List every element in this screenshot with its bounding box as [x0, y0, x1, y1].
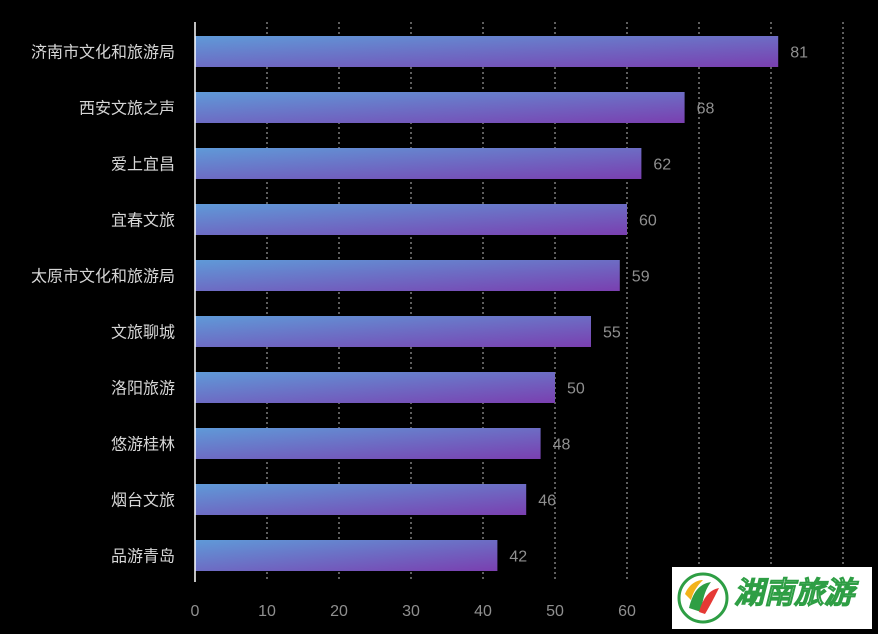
value-label: 50 [567, 381, 585, 398]
category-label: 文旅聊城 [111, 323, 175, 342]
value-label: 62 [653, 157, 671, 174]
category-label: 洛阳旅游 [111, 379, 175, 398]
category-label: 品游青岛 [111, 547, 175, 566]
bar [195, 372, 555, 403]
bar [195, 428, 541, 459]
watermark-url: www.16816886.com [736, 611, 859, 625]
x-tick-label: 0 [191, 603, 200, 620]
category-labels: 济南市文化和旅游局西安文旅之声爱上宜昌宜春文旅太原市文化和旅游局文旅聊城洛阳旅游… [31, 43, 175, 566]
bar [195, 484, 527, 515]
category-label: 爱上宜昌 [111, 155, 175, 174]
watermark: 湖南旅游 www.16816886.com [672, 567, 872, 629]
value-labels: 81 68 62 60 59 55 50 48 46 42 [509, 45, 808, 566]
value-label: 81 [790, 45, 808, 62]
x-tick-label: 40 [474, 603, 492, 620]
x-tick-label: 10 [258, 603, 276, 620]
bar [195, 316, 591, 347]
value-label: 59 [632, 269, 650, 286]
category-label: 济南市文化和旅游局 [31, 43, 175, 62]
value-label: 55 [603, 325, 621, 342]
category-label: 太原市文化和旅游局 [31, 267, 175, 286]
value-label: 48 [553, 437, 571, 454]
value-label: 68 [697, 101, 715, 118]
bar [195, 36, 779, 67]
x-tick-label: 20 [330, 603, 348, 620]
bars [195, 36, 779, 571]
value-label: 46 [538, 493, 556, 510]
watermark-logo-icon [677, 572, 729, 624]
bar [195, 540, 498, 571]
category-label: 悠游桂林 [111, 435, 175, 454]
x-tick-label: 30 [402, 603, 420, 620]
bar [195, 204, 627, 235]
category-label: 烟台文旅 [111, 491, 175, 510]
value-label: 60 [639, 213, 657, 230]
x-tick-label: 50 [546, 603, 564, 620]
bar [195, 148, 642, 179]
category-label: 宜春文旅 [111, 211, 175, 230]
watermark-title: 湖南旅游 [734, 576, 859, 611]
x-tick-labels: 0 10 20 30 40 50 60 [191, 603, 636, 620]
x-tick-label: 60 [618, 603, 636, 620]
bar [195, 92, 685, 123]
value-label: 42 [509, 549, 527, 566]
category-label: 西安文旅之声 [79, 99, 175, 118]
bar [195, 260, 620, 291]
